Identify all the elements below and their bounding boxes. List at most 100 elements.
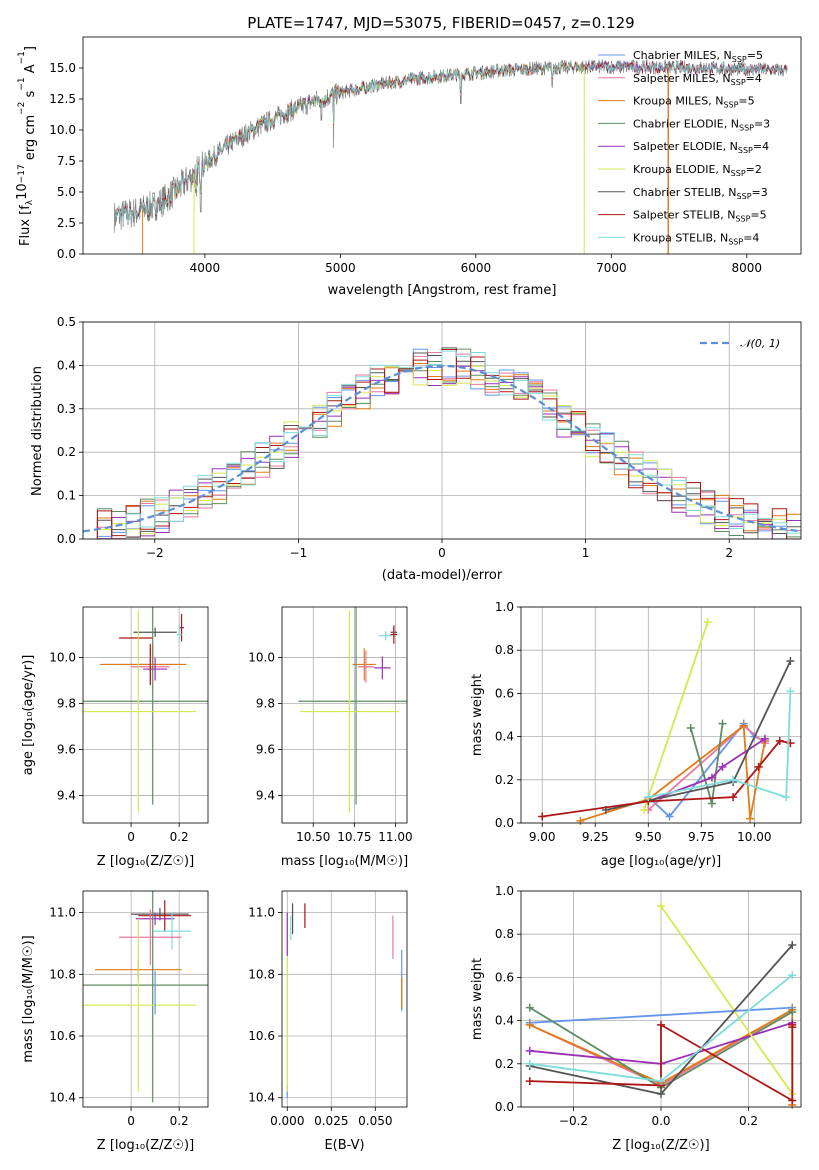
mass-weight-point [525,1020,534,1029]
axes-frame [82,321,802,540]
massweight_vs_age-panel: 9.00 9.25 9.50 9.75 10.00 0.0 0.2 0.4 0.6 0.8 1.0 a… [470,600,802,869]
legend-label-text: Salpeter STELIB, N [633,209,735,222]
legend-label-n: =5 [750,209,766,222]
y-tick-label: 10.0 [248,651,275,665]
mass-weight-point [657,1020,665,1029]
mass_vs_z-panel: 0 0.2 10.4 10.6 10.8 11.0 Z [log₁₀(Z/Z☉)] mass … [21,890,209,1153]
legend-label: Kroupa MILES, NSSP=5 [633,95,755,110]
y-tick-label: 0.0 [495,1100,514,1114]
y-tick-label: 10.6 [49,1029,76,1043]
y-tick-label: 10.4 [49,1091,76,1105]
y-tick-label: 0.1 [57,489,76,503]
x-tick-label: 10.75 [337,830,371,844]
mass-weight-point [707,773,716,782]
x-tick-label: 0.2 [170,1114,189,1128]
spectrum-title: PLATE=1747, MJD=53075, FIBERID=0457, z=0… [247,14,634,32]
residuals-panel: −2 −1 0 1 2 0.0 0.1 0.2 0.3 0.4 0.5 (data-model)/er… [30,315,802,583]
x-tick-label: 0 [127,830,135,844]
legend-label-text: Salpeter ELODIE, N [633,140,738,153]
legend-label-sub: SSP [731,169,746,178]
legend-label-text: Chabrier MILES, N [633,49,732,62]
legend-label-sub: SSP [723,101,738,110]
mass-weight-point [788,941,797,949]
legend-label-n: =4 [743,231,759,244]
y-tick-label: 9.8 [57,697,76,711]
massweight_vs_z-y-label: mass weight [470,958,485,1040]
y-tick-label: 9.6 [256,742,275,756]
model-spectrum-line [113,61,788,229]
mass-weight-series-line [648,691,792,799]
x-tick-label: −2 [146,546,164,560]
legend-label-n: =4 [753,140,769,153]
mass-weight-point [782,793,791,802]
y-label-part: −1 [17,51,27,64]
mass_vs_z-x-label: Z [log₁₀(Z/Z☉)] [97,1138,194,1153]
legend-label-sub: SSP [738,146,753,155]
massweight_vs_age-y-label: mass weight [470,674,485,756]
legend-label-sub: SSP [732,55,747,64]
mass-weight-point [760,734,769,743]
y-tick-label: 15.0 [49,61,76,75]
x-tick-label: 10.00 [737,830,771,844]
x-tick-label: 9.75 [688,830,715,844]
legend-label: Chabrier MILES, NSSP=5 [633,49,763,64]
x-tick-label: 0.000 [270,1114,304,1128]
x-tick-label: −1 [290,546,308,560]
y-tick-label: 10.0 [49,651,76,665]
legend-label-text: Salpeter MILES, N [633,72,731,85]
y-tick-label: 1.0 [495,884,514,898]
age_vs_z-x-label: Z [log₁₀(Z/Z☉)] [97,854,194,869]
y-tick-label: 0.0 [57,247,76,261]
legend-label-n: =2 [746,163,762,176]
model-spectrum-line [113,61,788,229]
massweight_vs_age-x-label: age [log₁₀(age/yr)] [601,854,722,869]
y-tick-label: 0.4 [495,1014,514,1028]
axes-frame [281,890,408,1108]
x-tick-label: 5000 [325,261,356,275]
normal-distribution-curve [82,364,802,533]
residual-histogram-step [83,350,801,539]
axes-frame [520,606,802,824]
legend-label-text: Chabrier STELIB, N [633,186,737,199]
mass-weight-series-line [643,621,709,811]
y-tick-label: 9.6 [57,742,76,756]
mass-weight-point [665,812,674,821]
mass-weight-series-line [660,905,794,1095]
x-tick-label: 0.2 [170,830,189,844]
legend-label: Kroupa ELODIE, NSSP=2 [633,163,762,178]
y-tick-label: 10.8 [49,967,76,981]
legend-label: 𝒩(0, 1) [740,337,780,350]
x-tick-label: 1 [582,546,590,560]
mass_vs_ebv-x-label: E(B-V) [324,1138,364,1153]
model-spectrum-line [142,61,669,218]
axes-frame [82,606,209,824]
y-tick-label: 0.0 [495,816,514,830]
mass-weight-point [754,762,763,771]
y-tick-label: 10.4 [248,1091,275,1105]
residuals-y-label: Normed distribution [30,366,45,496]
model-spectrum-line [142,60,669,219]
y-label-part: −17 [17,164,27,183]
y-tick-label: 7.5 [57,154,76,168]
y-tick-label: 1.0 [495,600,514,614]
x-tick-label: 0.2 [739,1114,758,1128]
legend-label-text: Kroupa STELIB, N [633,231,728,244]
age_vs_z-panel: 0 0.2 9.4 9.6 9.8 10.0 Z [log₁₀(Z/Z☉)] age [log… [21,606,209,869]
y-label-part: Flux [f [18,205,33,246]
mass-weight-point [703,618,712,627]
x-tick-label: 0.050 [358,1114,392,1128]
legend-label: Chabrier ELODIE, NSSP=3 [633,117,770,132]
y-tick-label: 12.5 [49,92,76,106]
y-tick-label: 10.6 [248,1029,275,1043]
mass-weight-point [775,736,784,745]
y-label-part: s [23,90,38,101]
y-label-part: −1 [17,77,27,90]
spectrum-y-label: Flux [fλ10−17 erg cm−2 s−1 A−1] [15,46,38,246]
x-tick-label: 0 [438,546,446,560]
spectrum-x-label: wavelength [Angstrom, rest frame] [328,283,557,298]
y-tick-label: 0.4 [495,730,514,744]
y-tick-label: 0.6 [495,970,514,984]
mass-weight-point [729,775,738,784]
